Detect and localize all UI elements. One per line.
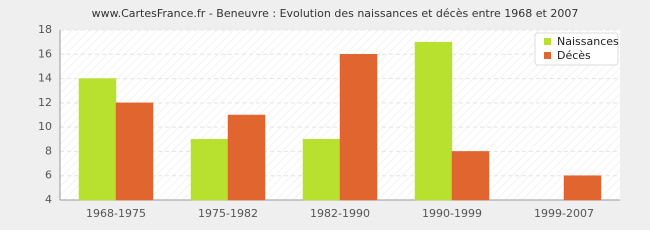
y-tick-label: 14 bbox=[38, 72, 52, 85]
y-tick-label: 16 bbox=[38, 47, 52, 60]
bar bbox=[78, 78, 117, 201]
bar bbox=[190, 139, 229, 201]
x-tick-label: 1999-2007 bbox=[534, 207, 594, 220]
bar bbox=[339, 54, 378, 201]
bar bbox=[227, 114, 266, 201]
bar bbox=[563, 175, 602, 201]
chart-title: www.CartesFrance.fr - Beneuvre : Evoluti… bbox=[92, 7, 579, 20]
chart: www.CartesFrance.fr - Beneuvre : Evoluti… bbox=[0, 0, 650, 230]
bar bbox=[302, 139, 341, 201]
legend-label: Naissances bbox=[557, 35, 619, 48]
bar bbox=[414, 41, 453, 201]
y-tick-label: 6 bbox=[45, 169, 52, 182]
y-tick-label: 8 bbox=[45, 144, 52, 157]
legend-swatch bbox=[544, 52, 551, 59]
y-tick-label: 12 bbox=[38, 96, 52, 109]
legend-box bbox=[534, 32, 619, 66]
legend-swatch bbox=[544, 38, 551, 45]
bar bbox=[451, 151, 490, 201]
x-tick-label: 1982-1990 bbox=[310, 207, 370, 220]
x-tick-label: 1968-1975 bbox=[86, 207, 146, 220]
x-tick-label: 1975-1982 bbox=[198, 207, 258, 220]
y-tick-label: 10 bbox=[38, 120, 52, 133]
y-tick-label: 4 bbox=[45, 193, 52, 206]
x-tick-label: 1990-1999 bbox=[422, 207, 482, 220]
legend-label: Décès bbox=[557, 49, 591, 62]
y-tick-label: 18 bbox=[38, 23, 52, 36]
bar bbox=[115, 102, 154, 201]
